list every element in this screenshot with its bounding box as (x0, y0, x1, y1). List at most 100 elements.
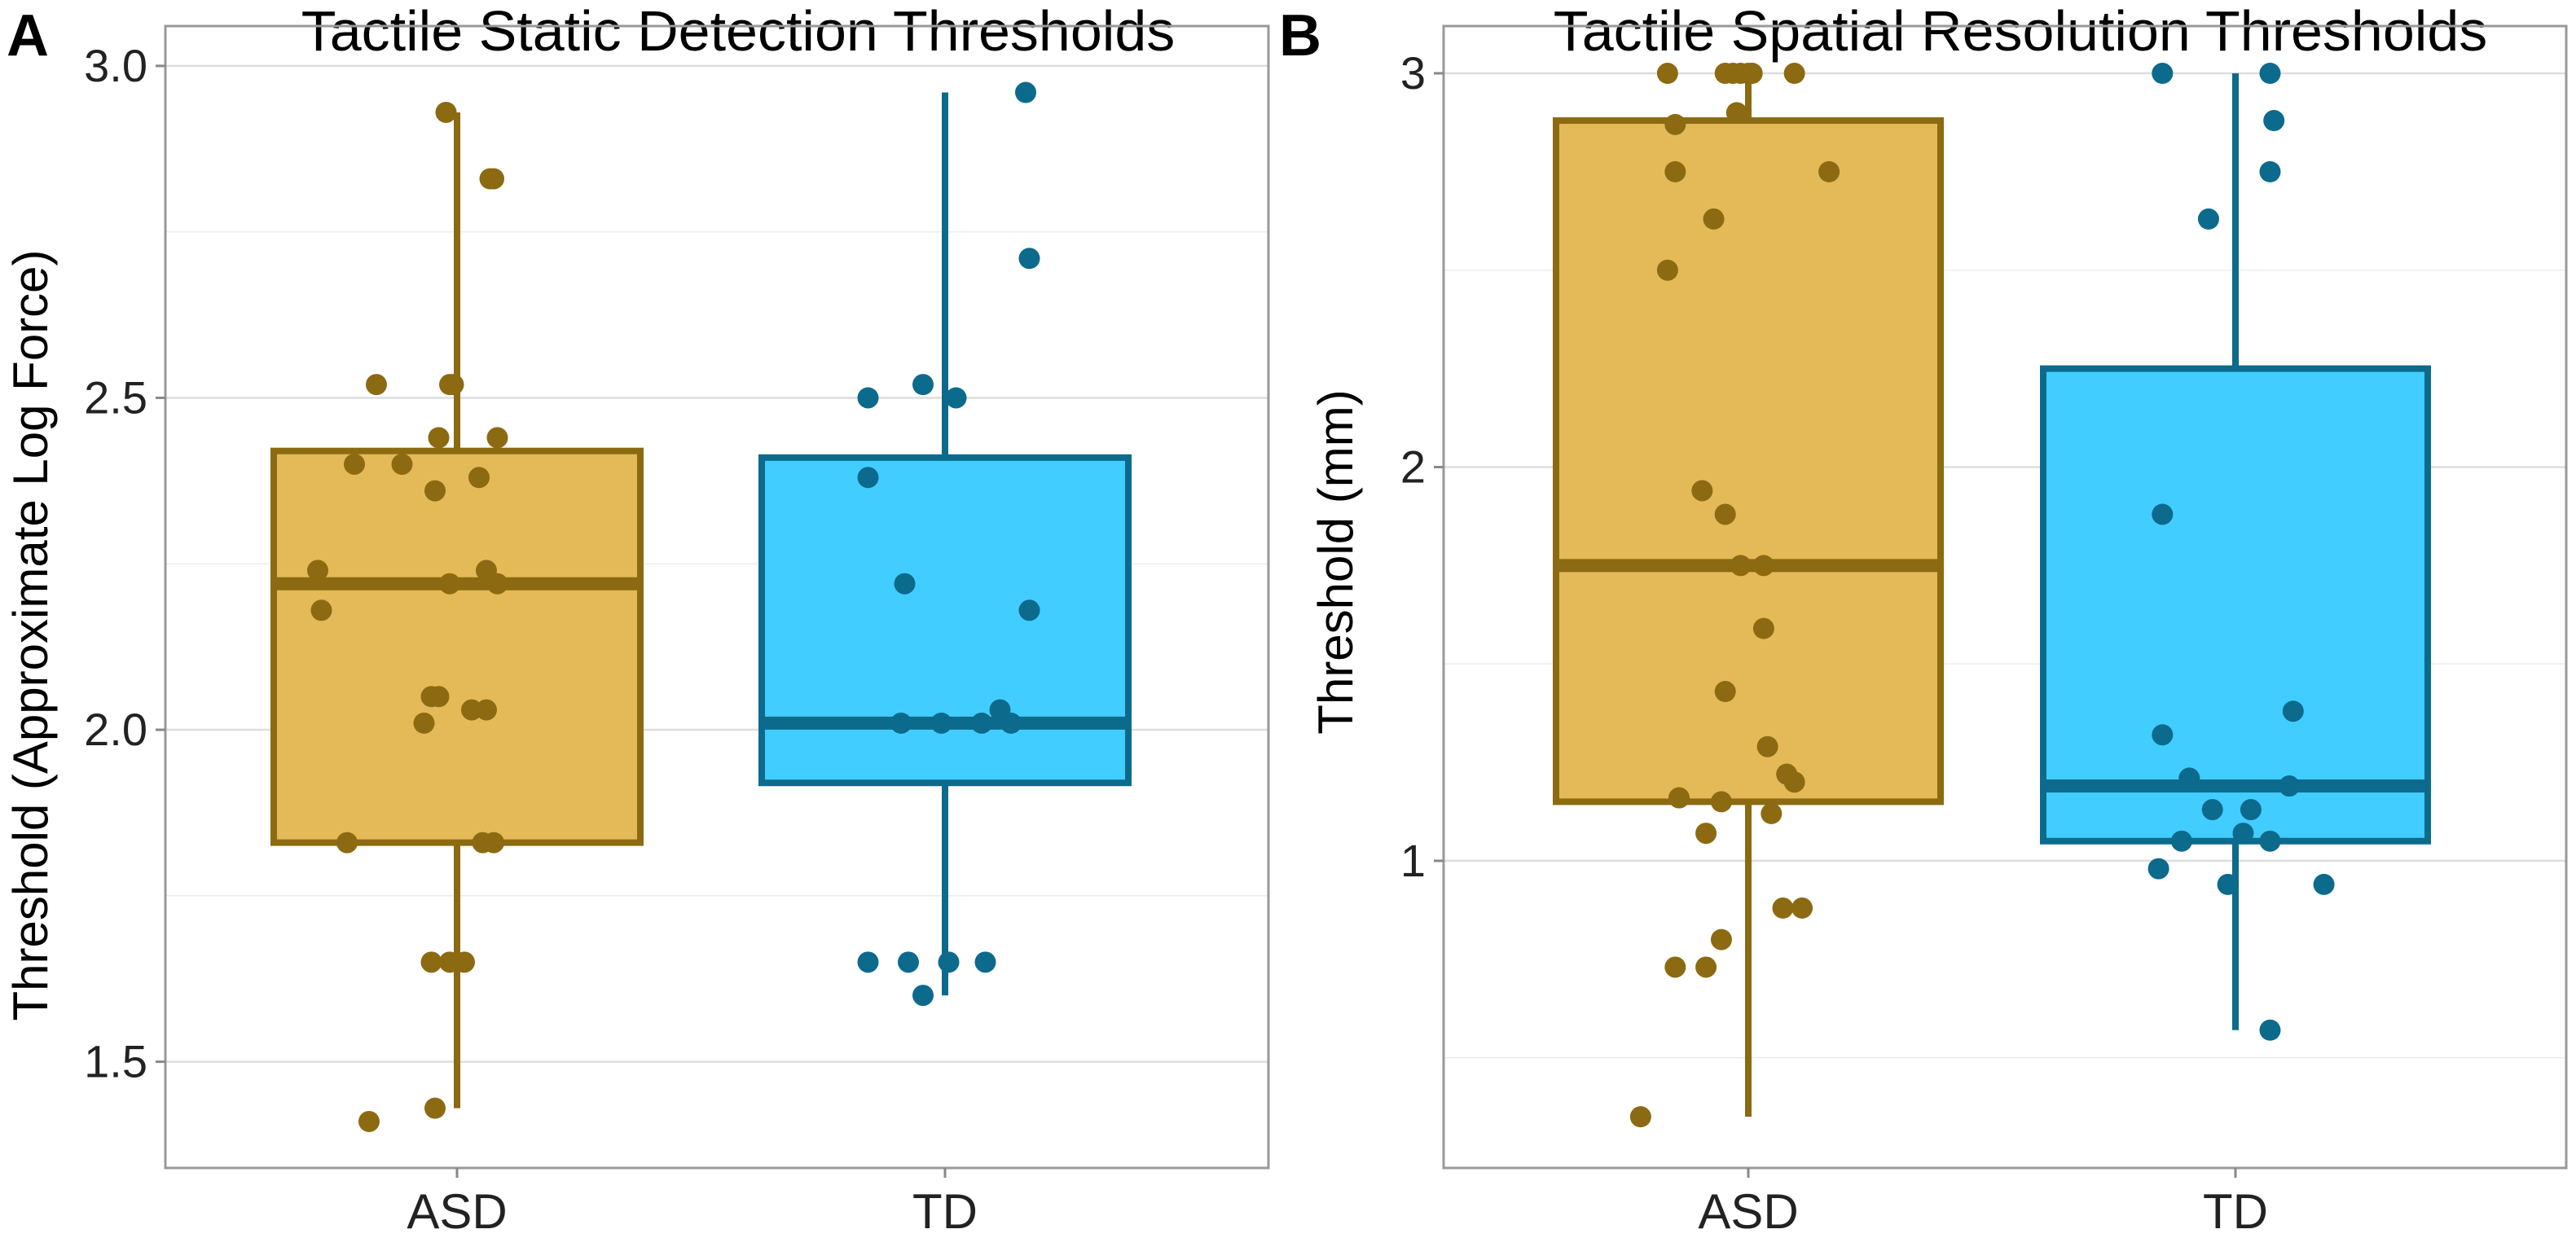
data-point-asd (1691, 480, 1713, 502)
data-point-td (912, 985, 934, 1007)
data-point-td (974, 951, 996, 973)
data-point-td (2313, 873, 2335, 895)
data-point-asd (1756, 735, 1778, 757)
data-point-asd (1714, 681, 1736, 703)
data-point-asd (1656, 259, 1678, 281)
y-tick-label: 2 (1400, 441, 1426, 492)
panel-a-points (307, 81, 1040, 1132)
data-point-asd (1761, 802, 1783, 824)
panel-a-letter: A (7, 3, 49, 68)
data-point-asd (1772, 897, 1794, 919)
data-point-asd (1730, 555, 1752, 577)
box-asd (1553, 73, 1944, 1117)
panel-b-x-ticks: ASD TD (1698, 1168, 2268, 1238)
panel-b-y-ticks: 1 2 3 (1400, 47, 1444, 886)
data-point-asd (483, 832, 504, 854)
data-point-td (890, 712, 912, 734)
x-tick-label: ASD (1698, 1184, 1798, 1238)
panel-a-y-ticks: 1.5 2.0 2.5 3.0 (84, 40, 165, 1087)
data-point-td (945, 387, 967, 409)
data-point-asd (1752, 555, 1774, 577)
data-point-asd (1703, 208, 1725, 230)
data-point-asd (1695, 823, 1717, 845)
data-point-td (1018, 248, 1040, 270)
data-point-asd (336, 832, 358, 854)
data-point-asd (439, 573, 460, 595)
panel-b-frame (1442, 24, 2568, 1170)
panel-a: A Tactile Static Detection Thresholds Th… (3, 0, 1270, 1238)
data-point-td (2197, 208, 2219, 230)
panel-b-y-axis-label: Threshold (mm) (1308, 389, 1363, 734)
data-point-td (2217, 873, 2239, 895)
iqr-box (2040, 365, 2431, 845)
data-point-asd (1629, 1106, 1651, 1128)
panel-a-y-axis-label: Threshold (Approximate Log Force) (3, 249, 58, 1021)
data-point-asd (486, 573, 508, 595)
data-point-td (2263, 110, 2285, 132)
data-point-asd (1664, 956, 1686, 978)
data-point-asd (1783, 63, 1805, 85)
data-point-td (2170, 830, 2192, 852)
data-point-td (2147, 858, 2169, 880)
x-tick-label: TD (2203, 1184, 2268, 1238)
iqr-box (270, 447, 644, 846)
data-point-asd (483, 168, 504, 190)
y-tick-label: 1 (1400, 835, 1426, 886)
data-point-asd (1725, 102, 1747, 124)
panel-a-boxes (270, 92, 1132, 1108)
data-point-asd (1791, 897, 1813, 919)
data-point-asd (439, 374, 460, 396)
data-point-asd (420, 951, 442, 973)
data-point-asd (344, 453, 365, 475)
data-point-td (2259, 160, 2281, 182)
panel-a-frame (164, 24, 1270, 1170)
y-tick-label: 3 (1400, 47, 1426, 99)
data-point-asd (1664, 113, 1686, 135)
data-point-td (2232, 823, 2254, 845)
panel-b-points (1629, 63, 2335, 1128)
data-point-td (2152, 724, 2174, 746)
y-tick-label: 3.0 (84, 40, 147, 91)
data-point-td (2282, 700, 2304, 722)
data-point-td (2240, 799, 2262, 821)
x-tick-label: TD (912, 1184, 978, 1238)
data-point-td (1015, 81, 1036, 103)
data-point-asd (1714, 503, 1736, 525)
data-point-asd (1752, 617, 1774, 639)
y-tick-label: 2.5 (84, 371, 147, 423)
data-point-asd (435, 101, 457, 123)
panel-b-title: Tactile Spatial Resolution Thresholds (1554, 0, 2488, 63)
data-point-td (971, 712, 992, 734)
data-point-td (2201, 799, 2223, 821)
data-point-td (894, 573, 916, 595)
data-point-asd (1818, 160, 1840, 182)
panel-a-title: Tactile Static Detection Thresholds (301, 0, 1176, 63)
data-point-td (938, 951, 960, 973)
data-point-asd (428, 427, 450, 449)
x-tick-label: ASD (407, 1184, 507, 1238)
data-point-asd (307, 560, 328, 582)
data-point-td (2259, 830, 2281, 852)
iqr-box (758, 454, 1132, 787)
panel-b-letter: B (1279, 3, 1321, 68)
data-point-asd (1710, 791, 1732, 813)
data-point-td (898, 951, 919, 973)
data-point-asd (391, 453, 413, 475)
data-point-td (2279, 775, 2301, 797)
panel-b: B Tactile Spatial Resolution Thresholds … (1279, 0, 2568, 1238)
data-point-asd (358, 1110, 380, 1132)
data-point-asd (1695, 956, 1717, 978)
data-point-td (2259, 1019, 2281, 1041)
data-point-td (912, 374, 934, 396)
data-point-td (1018, 599, 1040, 621)
data-point-asd (424, 1097, 446, 1119)
box-td (2040, 73, 2431, 1030)
data-point-td (930, 712, 952, 734)
data-point-td (2152, 503, 2174, 525)
data-point-asd (461, 699, 482, 721)
data-point-td (1000, 712, 1022, 734)
data-point-asd (468, 467, 490, 489)
data-point-asd (1783, 771, 1805, 793)
data-point-asd (420, 686, 442, 708)
data-point-asd (424, 480, 446, 502)
